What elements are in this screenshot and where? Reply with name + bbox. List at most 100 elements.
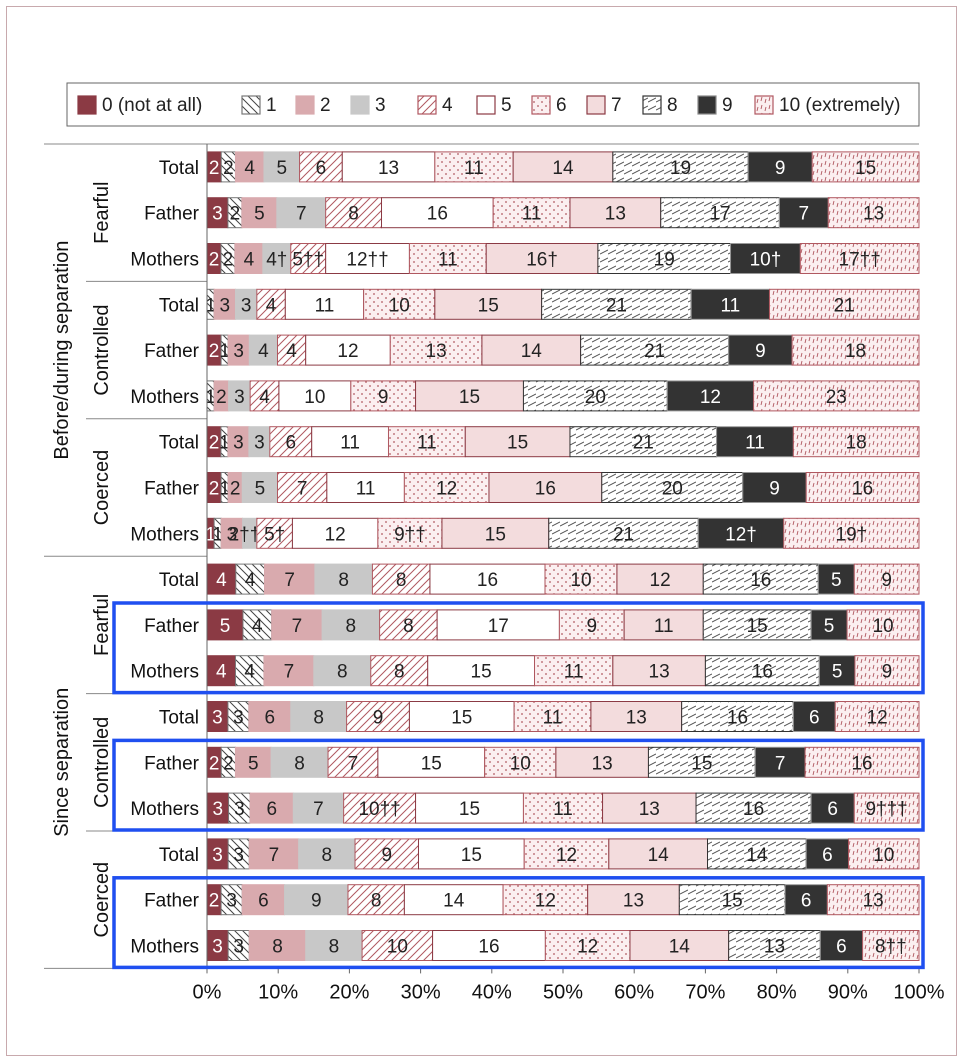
bar-segment <box>290 243 327 274</box>
bar-value-label: 15 <box>451 708 472 729</box>
bar-segment <box>350 380 417 412</box>
bar-segment <box>326 472 405 503</box>
bar-value-label: 6 <box>285 433 296 454</box>
bar-segment <box>325 197 383 229</box>
bar-segment <box>343 792 417 824</box>
bar-value-label: 4 <box>266 295 277 316</box>
bar-segment <box>660 197 780 229</box>
bar-value-label: 2 <box>209 158 220 179</box>
row-label: Mothers <box>130 524 199 545</box>
bar-value-label: 6 <box>801 891 812 912</box>
bar-value-label: 19 <box>670 158 691 179</box>
bar-segment <box>612 151 749 183</box>
bar-value-label: 15 <box>485 524 506 545</box>
bar-value-label: 11 <box>564 662 584 683</box>
bar-segment <box>791 334 920 366</box>
bar-value-label: 11 <box>438 250 458 271</box>
bar-value-label: 3 <box>220 295 231 316</box>
bar-value-label: 1 <box>205 387 216 408</box>
bar-value-label: 19 <box>654 250 675 271</box>
bar-segment <box>314 563 373 595</box>
row-label: Mothers <box>130 662 199 683</box>
bar-value-label: 2 <box>209 753 220 774</box>
bar-segment <box>747 151 813 183</box>
figure-frame <box>6 6 957 1056</box>
bar-value-label: 12 <box>535 891 556 912</box>
bar-value-label: 18 <box>846 433 867 454</box>
legend-swatch-2 <box>295 95 315 115</box>
bar-value-label: 8 <box>396 570 407 591</box>
bar-segment <box>361 930 434 961</box>
bar-value-label: 6 <box>266 799 277 820</box>
bar-value-label: 8 <box>329 937 340 958</box>
bar-segment <box>754 746 806 778</box>
bar-segment <box>848 838 920 870</box>
bar-segment <box>379 609 438 641</box>
bar-value-label: 4 <box>245 570 256 591</box>
bar-segment <box>492 197 571 229</box>
row-label: Father <box>144 753 200 774</box>
row-label: Father <box>144 204 200 225</box>
bar-segment <box>235 563 266 595</box>
bar-segment <box>817 563 855 595</box>
bar-value-label: 9 <box>381 845 392 866</box>
legend-swatch-8 <box>642 95 662 115</box>
bar-segment <box>290 701 348 732</box>
group-label-1: Controlled <box>91 305 113 396</box>
legend-label-1: 1 <box>266 95 277 116</box>
bar-value-label: 8 <box>337 662 348 683</box>
bar-value-label: 16 <box>852 479 873 500</box>
bar-segment <box>681 701 794 732</box>
bar-value-label: 3 <box>227 524 238 545</box>
row-label: Father <box>144 616 200 637</box>
bar-segment <box>728 930 821 961</box>
bar-value-label: 16 <box>535 479 556 500</box>
bar-value-label: 4 <box>259 387 270 408</box>
bar-value-label: 9 <box>775 158 786 179</box>
bar-value-label: 6 <box>827 799 838 820</box>
x-tick-label: 70% <box>685 981 725 1003</box>
bar-value-label: 15 <box>471 662 492 683</box>
bar-value-label: 15 <box>459 387 480 408</box>
bar-value-label: 16 <box>727 708 748 729</box>
bar-value-label: 7 <box>284 662 295 683</box>
bar-value-label: 11 <box>340 433 360 454</box>
bar-value-label: 8 <box>394 662 405 683</box>
bar-value-label: 3 <box>234 799 245 820</box>
bar-value-label: 4† <box>266 250 287 271</box>
bar-value-label: 14 <box>521 341 543 362</box>
bar-value-label: 13 <box>378 158 399 179</box>
bar-value-label: 8 <box>294 753 305 774</box>
bar-value-label: 2 <box>223 158 234 179</box>
bar-value-label: 15 <box>421 753 442 774</box>
bar-value-label: 2 <box>216 387 227 408</box>
legend-label-9: 9 <box>722 95 733 116</box>
bar-segment <box>305 930 363 961</box>
bar-value-label: 15 <box>478 295 499 316</box>
x-tick-label: 80% <box>757 981 797 1003</box>
legend-label-7: 7 <box>611 95 622 116</box>
x-tick-label: 60% <box>614 981 654 1003</box>
bar-segment <box>292 792 345 824</box>
bar-value-label: 5 <box>832 662 843 683</box>
row-label: Mothers <box>130 799 199 820</box>
x-tick-label: 0% <box>193 981 222 1003</box>
bar-value-label: 12 <box>577 937 598 958</box>
bar-value-label: 21 <box>834 295 855 316</box>
x-tick-label: 100% <box>893 981 944 1003</box>
bar-value-label: 20 <box>662 479 683 500</box>
bar-value-label: 3 <box>233 937 244 958</box>
bar-segment <box>810 609 848 641</box>
bar-segment <box>811 151 920 183</box>
legend-label-0: 0 (not at all) <box>102 95 202 116</box>
bar-value-label: 7 <box>313 799 324 820</box>
bar-value-label: 12 <box>325 524 346 545</box>
bar-segment <box>678 884 786 916</box>
bar-value-label: 13 <box>605 204 626 225</box>
bar-value-label: 6 <box>836 937 847 958</box>
bar-segment <box>241 197 278 229</box>
bar-value-label: 3 <box>233 341 244 362</box>
bar-segment <box>248 838 300 870</box>
bar-value-label: 13 <box>764 937 785 958</box>
bar-segment <box>262 243 292 274</box>
